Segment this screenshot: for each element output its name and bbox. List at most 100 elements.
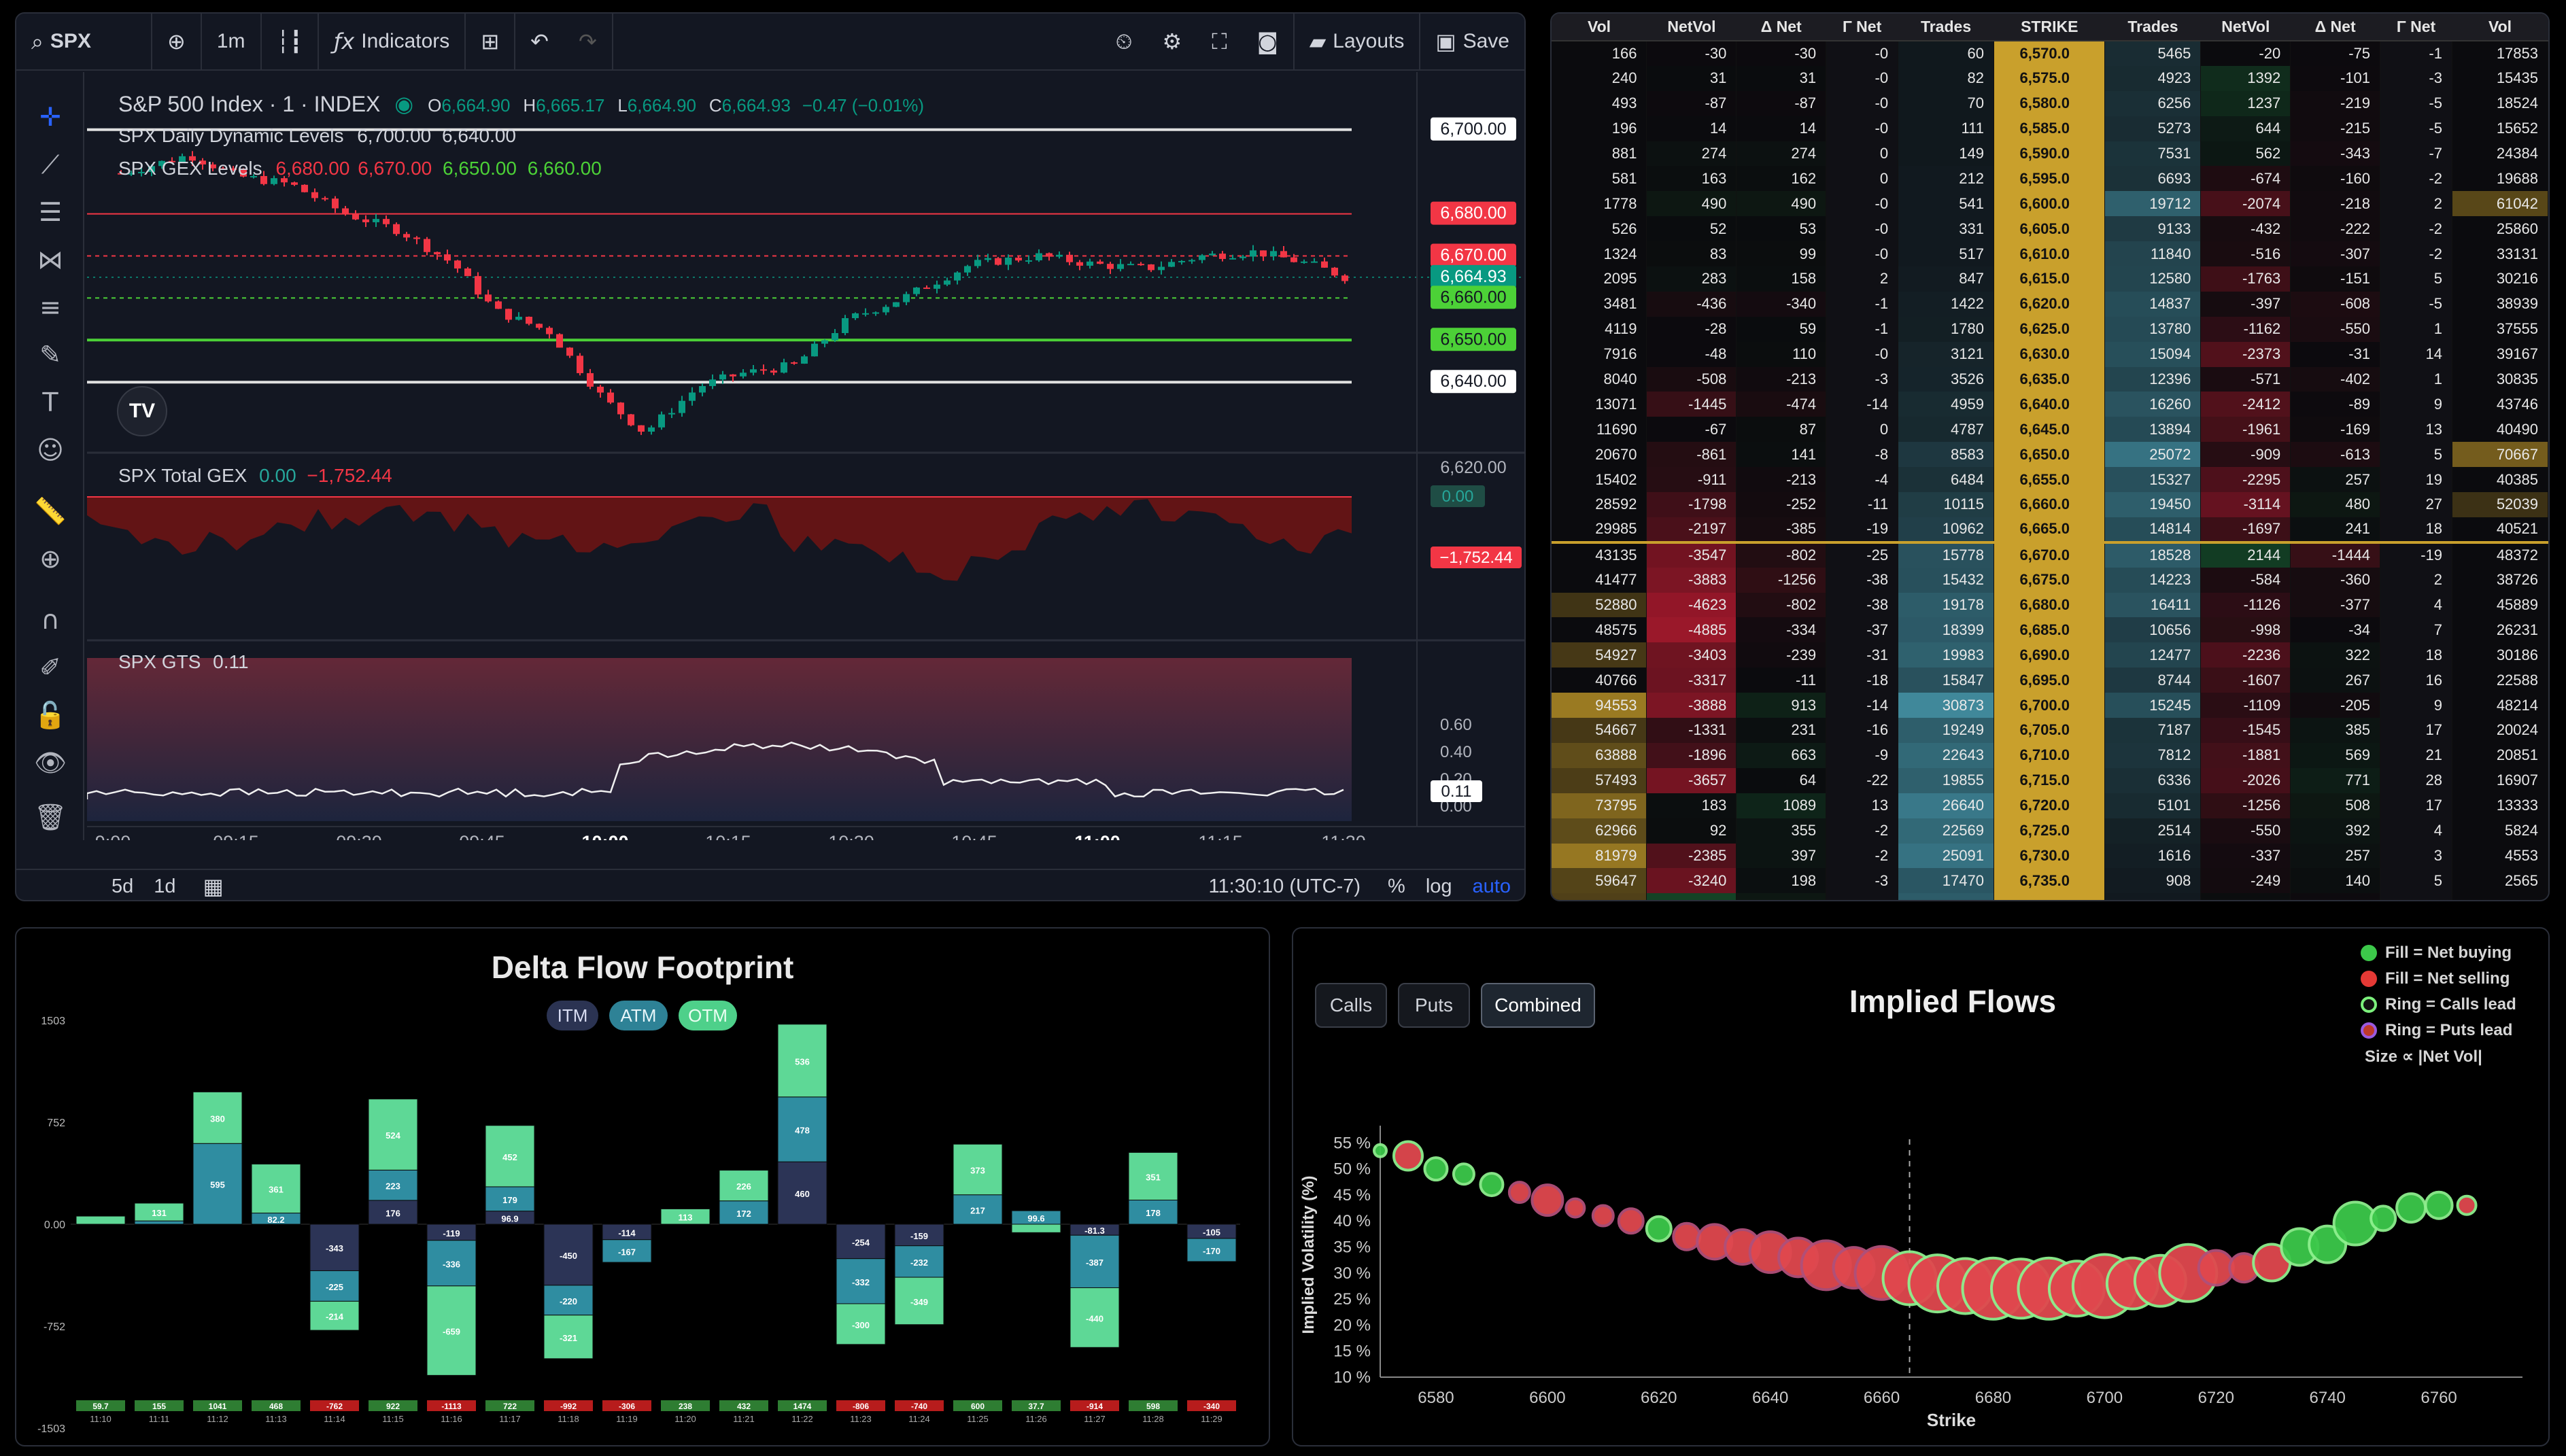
- tab-puts[interactable]: Puts: [1398, 983, 1470, 1028]
- symbol-search[interactable]: ⌕ SPX: [16, 14, 152, 69]
- templates-button[interactable]: ⊞: [466, 14, 516, 69]
- chain-row[interactable]: 11690 -67 87 0 4787 6,645.0 13894 -1961 -169 13 40…: [1552, 417, 2548, 443]
- chain-row[interactable]: 1778 490 490 -0 541 6,600.0 19712 -2074 -218 2 610…: [1552, 191, 2548, 217]
- compare-button[interactable]: ⊕: [152, 14, 202, 69]
- chain-col-header[interactable]: STRIKE: [1994, 14, 2105, 41]
- snapshot-button[interactable]: ◙: [1242, 14, 1295, 69]
- chain-col-header[interactable]: NetVol: [2200, 14, 2291, 41]
- chain-row[interactable]: 28592 -1798 -252 -11 10115 6,660.0 19450 -3114 4…: [1552, 492, 2548, 517]
- tradingview-logo[interactable]: TV: [117, 386, 167, 436]
- emoji-icon[interactable]: ☺: [37, 435, 64, 465]
- chart-area[interactable]: 6,700.00 6,680.00 6,670.00 6,664.93 6,660.00…: [87, 72, 1526, 840]
- percent-toggle[interactable]: %: [1388, 875, 1405, 897]
- chain-row[interactable]: 48575 -4885 -334 -37 18399 6,685.0 10656 -998 -3…: [1552, 617, 2548, 643]
- alert-button[interactable]: ⏲: [1101, 14, 1148, 69]
- pill-otm[interactable]: OTM: [679, 1001, 737, 1030]
- chain-row[interactable]: 3481 -436 -340 -1 1422 6,620.0 14837 -397 -608 -5…: [1552, 291, 2548, 317]
- tab-combined[interactable]: Combined: [1481, 983, 1595, 1028]
- text-icon[interactable]: T: [42, 387, 58, 417]
- chain-row[interactable]: 581 163 162 0 212 6,595.0 6693 -674 -160 -2 19688: [1552, 166, 2548, 192]
- chain-row[interactable]: 57493 -3657 64 -22 19855 6,715.0 6336 -2026 771 2…: [1552, 767, 2548, 793]
- range-5d-button[interactable]: 5d: [112, 875, 134, 897]
- chain-row[interactable]: 7916 -48 110 -0 3121 6,630.0 15094 -2373 -31 14 39…: [1552, 341, 2548, 367]
- chain-row[interactable]: 2095 283 158 2 847 6,615.0 12580 -1763 -151 5 3021…: [1552, 266, 2548, 292]
- range-1d-button[interactable]: 1d: [154, 875, 176, 897]
- implied-flows-chart[interactable]: 55 % 50 % 45 % 40 % 35 % 30 % 25 % 20 % 15 % 10 %…: [1293, 929, 2550, 1446]
- chain-row[interactable]: 240 31 31 -0 82 6,575.0 4923 1392 -101 -3 15435: [1552, 65, 2548, 91]
- pattern-icon[interactable]: ⋈: [37, 245, 63, 275]
- redo-button[interactable]: ↷: [564, 14, 613, 69]
- trendline-icon[interactable]: ⟋: [41, 150, 60, 179]
- clock-label[interactable]: 11:30:10 (UTC-7): [1208, 875, 1361, 897]
- chain-row[interactable]: 52880 -4623 -802 -38 19178 6,680.0 16411 -1126-…: [1552, 592, 2548, 618]
- ruler-icon[interactable]: 📏: [34, 496, 67, 526]
- price-chart-svg[interactable]: 6,700.00 6,680.00 6,670.00 6,664.93 6,660.00…: [87, 72, 1526, 840]
- chain-row[interactable]: 58237234649818190556,740.052982-9411121: [1552, 893, 2548, 900]
- pill-itm[interactable]: ITM: [547, 1001, 598, 1030]
- brush-icon[interactable]: ✎: [39, 340, 61, 370]
- calendar-range-icon[interactable]: ▦: [203, 873, 224, 899]
- zoom-icon[interactable]: ⊕: [39, 544, 61, 574]
- chain-row[interactable]: 15402 -911 -213 -4 6484 6,655.0 15327 -2295 257 1…: [1552, 467, 2548, 493]
- chain-row[interactable]: 41477 -3883 -1256 -38 15432 6,675.0 14223 -584-…: [1552, 567, 2548, 593]
- chain-cell: -0: [1826, 41, 1899, 66]
- chain-row[interactable]: 63888 -1896 663 -9 22643 6,710.0 7812 -1881 569 2…: [1552, 742, 2548, 768]
- lock-pen-icon[interactable]: ✐: [39, 653, 61, 682]
- chain-row[interactable]: 8040 -508 -213 -3 3526 6,635.0 12396 -571 -402 1 3…: [1552, 366, 2548, 392]
- trash-icon[interactable]: 🗑: [33, 802, 67, 832]
- horizontal-lines-icon[interactable]: ☰: [38, 197, 63, 227]
- chain-row[interactable]: 20670 -861 141 -8 8583 6,650.0 25072 -909 -613 5 7…: [1552, 442, 2548, 468]
- chain-row[interactable]: 166 -30 -30 -0 60 6,570.0 5465 -20 -75 -1 17853: [1552, 41, 2548, 66]
- undo-button[interactable]: ↶: [515, 14, 564, 69]
- chain-row[interactable]: 881 274 274 0 149 6,590.0 7531 562 -343 -7 24384: [1552, 141, 2548, 167]
- chain-row[interactable]: 54667 -1331 231 -16 19249 6,705.0 7187 -1545 385…: [1552, 718, 2548, 743]
- chain-row[interactable]: 43135 -3547 -802 -25 15778 6,670.0 18528 2144 -1…: [1552, 542, 2548, 568]
- interval-button[interactable]: 1m: [202, 14, 262, 69]
- chain-col-header[interactable]: NetVol: [1646, 14, 1737, 41]
- chart-type-button[interactable]: ┆┇: [262, 14, 320, 69]
- chain-row[interactable]: 94553 -3888 913 -14 30873 6,700.0 15245 -1109 -2…: [1552, 693, 2548, 718]
- fullscreen-button[interactable]: ⛶: [1197, 14, 1242, 69]
- chain-row[interactable]: 59647 -3240 198 -3 17470 6,735.0 908 -249 140 5 25…: [1552, 868, 2548, 894]
- chain-col-header[interactable]: Trades: [1898, 14, 1994, 41]
- chain-row[interactable]: 4119 -28 59 -1 1780 6,625.0 13780 -1162 -550 1 375…: [1552, 316, 2548, 342]
- pill-atm[interactable]: ATM: [609, 1001, 668, 1030]
- eye-icon[interactable]: 👁: [33, 748, 67, 778]
- save-button[interactable]: ▣ Save: [1420, 14, 1524, 69]
- chain-row[interactable]: 526 52 53 -0 331 6,605.0 9133 -432 -222 -2 25860: [1552, 216, 2548, 242]
- chain-col-header[interactable]: Δ Net: [2290, 14, 2380, 41]
- chain-row[interactable]: 62966 92 355 -2 22569 6,725.0 2514 -550 392 4 5824: [1552, 818, 2548, 844]
- chain-row[interactable]: 13071 -1445 -474 -14 4959 6,640.0 16260 -2412 -8…: [1552, 392, 2548, 417]
- indicators-button[interactable]: ƒx Indicators: [319, 14, 466, 69]
- tab-calls[interactable]: Calls: [1315, 983, 1387, 1028]
- chain-col-header[interactable]: Δ Net: [1736, 14, 1826, 41]
- fib-icon[interactable]: ≡: [39, 292, 61, 322]
- magnet-icon[interactable]: ∩: [41, 605, 60, 635]
- chain-col-header[interactable]: Vol: [2452, 14, 2548, 41]
- settings-button[interactable]: ⚙: [1148, 14, 1197, 69]
- chain-col-header[interactable]: Trades: [2104, 14, 2201, 41]
- chain-col-header[interactable]: Vol: [1552, 14, 1647, 41]
- chain-row[interactable]: 54927 -3403 -239 -31 19983 6,690.0 12477 -2236 3…: [1552, 642, 2548, 668]
- chain-col-header[interactable]: Γ Net: [2380, 14, 2452, 41]
- chain-cell: 63888: [1552, 742, 1647, 768]
- chain-col-header[interactable]: Γ Net: [1826, 14, 1898, 41]
- auto-toggle[interactable]: auto: [1472, 875, 1511, 897]
- chain-row[interactable]: 29985 -2197 -385 -19 10962 6,665.0 14814 -1697 2…: [1552, 517, 2548, 542]
- chain-cell: -3547: [1646, 542, 1737, 568]
- lock-icon[interactable]: 🔓: [34, 700, 67, 730]
- chain-row[interactable]: 73795 183 1089 13 26640 6,720.0 5101 -1256 508 17…: [1552, 793, 2548, 818]
- delta-flow-chart[interactable]: 1503 752 0.00 -752 -1503 59.7 11:10 131 155 11:11…: [16, 929, 1270, 1446]
- dyn-levels-legend[interactable]: SPX Daily Dynamic Levels 6,700.00 6,640.…: [118, 125, 516, 147]
- crosshair-icon[interactable]: ✛: [39, 102, 61, 132]
- chain-row[interactable]: 493 -87 -87 -0 70 6,580.0 6256 1237 -219 -5 18524: [1552, 90, 2548, 116]
- gex-levels-legend[interactable]: SPX GEX Levels 6,680.00 6,670.00 6,650.0…: [118, 158, 602, 179]
- gex-pane-legend[interactable]: SPX Total GEX 0.00 −1,752.44: [118, 465, 392, 487]
- layouts-button[interactable]: ▰ Layouts: [1295, 14, 1421, 69]
- chain-row[interactable]: 196 14 14 -0 111 6,585.0 5273 644 -215 -5 15652: [1552, 116, 2548, 141]
- chain-row[interactable]: 40766 -3317 -11 -18 15847 6,695.0 8744 -1607 267…: [1552, 668, 2548, 693]
- gts-pane-legend[interactable]: SPX GTS 0.11: [118, 651, 249, 673]
- log-toggle[interactable]: log: [1425, 875, 1452, 897]
- chain-row[interactable]: 1324 83 99 -0 517 6,610.0 11840 -516 -307 -2 33131: [1552, 241, 2548, 267]
- chain-row[interactable]: 81979 -2385 397 -2 25091 6,730.0 1616 -337 257 3 4…: [1552, 843, 2548, 869]
